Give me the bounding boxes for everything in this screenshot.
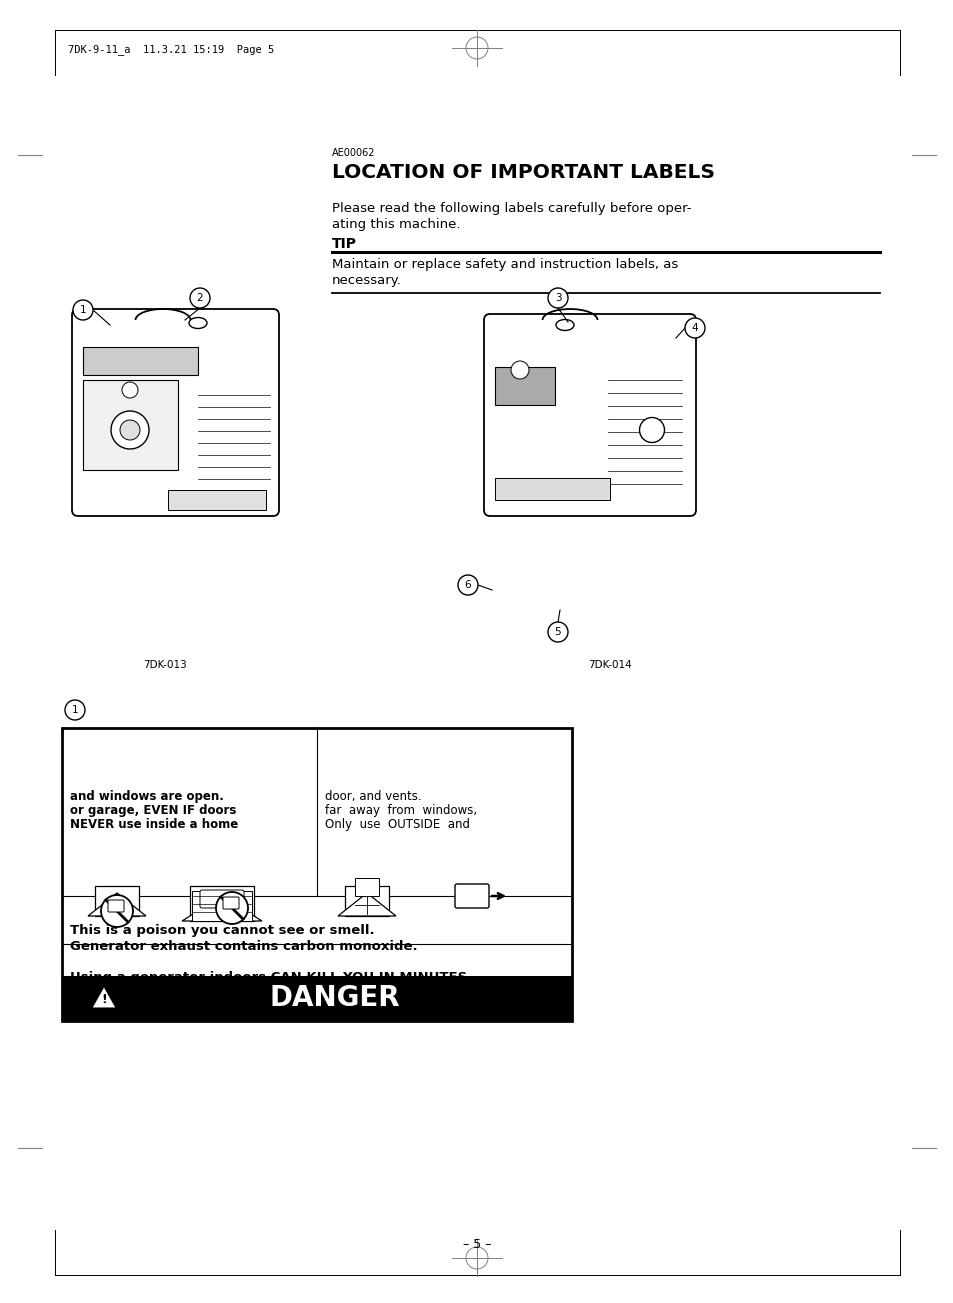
Text: 1: 1 <box>80 305 86 315</box>
Ellipse shape <box>122 382 138 397</box>
Text: 3: 3 <box>554 293 560 304</box>
Text: TIP: TIP <box>332 237 356 251</box>
FancyBboxPatch shape <box>200 890 244 908</box>
Polygon shape <box>337 893 395 916</box>
Circle shape <box>190 288 210 308</box>
Text: ating this machine.: ating this machine. <box>332 218 460 231</box>
Bar <box>95 886 139 916</box>
Text: 5: 5 <box>554 627 560 637</box>
Bar <box>495 367 555 405</box>
Circle shape <box>65 700 85 721</box>
Text: or garage, EVEN IF doors: or garage, EVEN IF doors <box>70 804 236 817</box>
Polygon shape <box>88 893 146 916</box>
Text: DANGER: DANGER <box>270 985 400 1012</box>
Text: This is a poison you cannot see or smell.: This is a poison you cannot see or smell… <box>70 924 375 937</box>
FancyBboxPatch shape <box>455 883 489 908</box>
Text: 1: 1 <box>71 705 78 715</box>
Ellipse shape <box>189 318 207 328</box>
Text: LOCATION OF IMPORTANT LABELS: LOCATION OF IMPORTANT LABELS <box>332 163 714 182</box>
FancyBboxPatch shape <box>108 900 124 912</box>
Bar <box>110 898 124 916</box>
Text: – 5 –: – 5 – <box>462 1238 491 1251</box>
Text: door, and vents.: door, and vents. <box>325 790 421 803</box>
Text: 7DK-9-11_a  11.3.21 15:19  Page 5: 7DK-9-11_a 11.3.21 15:19 Page 5 <box>68 44 274 56</box>
Bar <box>62 728 572 1022</box>
Text: 7DK-013: 7DK-013 <box>143 661 187 670</box>
Circle shape <box>457 575 477 595</box>
Ellipse shape <box>111 410 149 450</box>
Ellipse shape <box>511 361 529 379</box>
Ellipse shape <box>120 420 140 440</box>
Bar <box>62 976 572 1022</box>
FancyBboxPatch shape <box>71 309 278 516</box>
Text: Only  use  OUTSIDE  and: Only use OUTSIDE and <box>325 818 470 831</box>
Polygon shape <box>182 896 262 921</box>
Ellipse shape <box>556 319 574 331</box>
Circle shape <box>684 318 704 337</box>
Bar <box>192 891 252 921</box>
Text: 4: 4 <box>691 323 698 334</box>
Text: far  away  from  windows,: far away from windows, <box>325 804 476 817</box>
Text: !: ! <box>101 993 107 1006</box>
Bar <box>190 886 253 921</box>
Circle shape <box>547 622 567 642</box>
Text: Using a generator indoors CAN KILL YOU IN MINUTES.: Using a generator indoors CAN KILL YOU I… <box>70 971 472 984</box>
Text: 2: 2 <box>196 293 203 304</box>
FancyBboxPatch shape <box>483 314 696 516</box>
Text: necessary.: necessary. <box>332 274 401 287</box>
Text: Please read the following labels carefully before oper-: Please read the following labels careful… <box>332 202 691 215</box>
FancyBboxPatch shape <box>223 896 239 909</box>
Text: NEVER use inside a home: NEVER use inside a home <box>70 818 238 831</box>
Polygon shape <box>91 985 117 1009</box>
Circle shape <box>215 893 248 924</box>
Text: 7DK-014: 7DK-014 <box>587 661 631 670</box>
Circle shape <box>547 288 567 308</box>
Bar <box>83 347 198 375</box>
Bar <box>345 886 389 916</box>
Ellipse shape <box>639 417 664 443</box>
Bar <box>355 878 378 896</box>
Text: 6: 6 <box>464 580 471 590</box>
Bar <box>495 478 609 500</box>
Circle shape <box>73 300 92 321</box>
Bar <box>83 380 178 470</box>
Text: Maintain or replace safety and instruction labels, as: Maintain or replace safety and instructi… <box>332 258 678 271</box>
Circle shape <box>101 895 132 926</box>
Text: Generator exhaust contains carbon monoxide.: Generator exhaust contains carbon monoxi… <box>70 939 417 952</box>
Bar <box>168 490 266 509</box>
Text: and windows are open.: and windows are open. <box>70 790 224 803</box>
Text: AE00062: AE00062 <box>332 149 375 158</box>
